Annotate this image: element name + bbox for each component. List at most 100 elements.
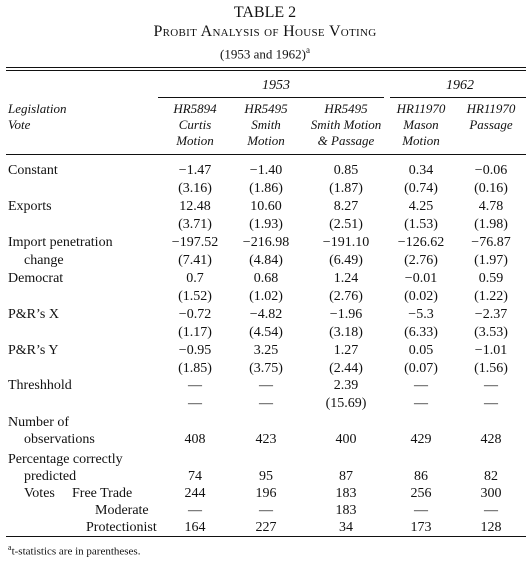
table-cell: −5.3 (408, 307, 434, 322)
group-header-1962: 1962 (446, 78, 474, 93)
table-cell: (15.69) (325, 396, 367, 411)
table-cell: (0.74) (404, 181, 438, 196)
table-cell: — (259, 396, 273, 411)
top-rule-second (6, 70, 526, 71)
t-statistic-row: (7.41) (4.84) (6.49) (2.76) (1.97) (0, 252, 530, 269)
percent-correct-label: Percentage correctly (8, 452, 123, 467)
table-cell: −191.10 (322, 235, 370, 250)
table-cell: — (484, 378, 498, 393)
table-cell: (3.53) (474, 325, 508, 340)
observations-label: Number of (8, 415, 70, 430)
coefficient-row: — — 2.39 — — (0, 377, 530, 394)
column-header-line: Motion (247, 133, 285, 148)
table-cell: 400 (335, 432, 357, 447)
table-cell: (1.93) (249, 217, 283, 232)
column-header-line: Passage (469, 117, 513, 132)
t-statistic-row: (3.71) (1.93) (2.51) (1.53) (1.98) (0, 216, 530, 233)
votes-free-trade-row: 244 196 183 256 300 (0, 485, 530, 502)
table-cell: (3.75) (249, 361, 283, 376)
table-cell: −1.01 (474, 343, 508, 358)
table-cell: 34 (339, 520, 353, 535)
coefficient-row: 0.7 0.68 1.24 −0.01 0.59 (0, 270, 530, 287)
votes-moderate-label: Moderate (95, 503, 149, 518)
table-cell: −0.06 (474, 163, 508, 178)
table-cell: (0.07) (404, 361, 438, 376)
table-cell: 408 (184, 432, 206, 447)
coefficient-row: −0.72 −4.82 −1.96 −5.3 −2.37 (0, 306, 530, 323)
table-cell: (1.52) (178, 289, 212, 304)
table-cell: (1.87) (329, 181, 363, 196)
table-cell: 183 (335, 503, 357, 518)
table-cell: — (259, 503, 273, 518)
table-cell: −216.98 (242, 235, 290, 250)
percent-correct-label-continued: predicted (24, 469, 77, 484)
table-cell: −126.62 (397, 235, 445, 250)
t-statistic-row: — — (15.69) — — (0, 395, 530, 412)
bottom-rule (6, 536, 526, 537)
table-cell: 95 (259, 469, 273, 484)
table-cell: −1.47 (178, 163, 212, 178)
table-cell: 4.25 (408, 199, 434, 214)
table-cell: 428 (480, 432, 502, 447)
table-cell: — (188, 396, 202, 411)
column-header: HR5495 Smith Motion & Passage (301, 101, 391, 149)
table-cell: (3.16) (178, 181, 212, 196)
t-statistic-row: (1.17) (4.54) (3.18) (6.33) (3.53) (0, 324, 530, 341)
table-cell: 1.27 (333, 343, 359, 358)
table-cell: (0.02) (404, 289, 438, 304)
table-subtitle: (1953 and 1962)a (220, 45, 310, 62)
votes-protectionist-row: 164 227 34 173 128 (0, 519, 530, 536)
table-cell: — (188, 503, 202, 518)
top-rule (6, 67, 526, 68)
table-cell: 3.25 (253, 343, 279, 358)
table-cell: — (414, 503, 428, 518)
column-header-line: Mason (403, 117, 439, 132)
header-rule (6, 154, 526, 155)
row-label: P&R’s X (8, 307, 59, 322)
stub-header: Legislation Vote (8, 101, 67, 133)
column-header: HR11970 Passage (446, 101, 530, 133)
table-cell: (2.76) (329, 289, 363, 304)
coefficient-row: −197.52 −216.98 −191.10 −126.62 −76.87 (0, 234, 530, 251)
table-cell: 423 (255, 432, 277, 447)
table-cell: 0.85 (333, 163, 359, 178)
table-cell: (3.71) (178, 217, 212, 232)
table-cell: (2.44) (329, 361, 363, 376)
column-header-line: & Passage (317, 133, 375, 148)
table-number: TABLE 2 (233, 4, 297, 21)
table-cell: — (259, 378, 273, 393)
table-cell: −76.87 (471, 235, 511, 250)
table-cell: 183 (335, 486, 357, 501)
table-cell: 0.34 (408, 163, 434, 178)
column-header-line: HR11970 (466, 101, 516, 116)
votes-protectionist-label: Protectionist (86, 520, 157, 535)
row-label: Import penetration (8, 235, 113, 250)
table-cell: 74 (188, 469, 202, 484)
table-cell: (0.16) (474, 181, 508, 196)
percent-correct-row: 74 95 87 86 82 (0, 468, 530, 485)
table-cell: 128 (480, 520, 502, 535)
table-cell: 2.39 (333, 378, 359, 393)
column-header: HR5894 Curtis Motion (150, 101, 240, 149)
table-cell: (1.56) (474, 361, 508, 376)
table-cell: 0.59 (478, 271, 504, 286)
t-statistic-row: (1.52) (1.02) (2.76) (0.02) (1.22) (0, 288, 530, 305)
table-cell: 429 (410, 432, 432, 447)
table-cell: (1.85) (178, 361, 212, 376)
table-cell: (1.97) (474, 253, 508, 268)
column-header-line: HR5495 (324, 101, 368, 116)
row-label: Democrat (8, 271, 64, 286)
table-cell: (1.86) (249, 181, 283, 196)
group-header-1953: 1953 (262, 78, 290, 93)
table-cell: 86 (414, 469, 428, 484)
votes-moderate-row: — — 183 — — (0, 502, 530, 519)
column-header: HR5495 Smith Motion (221, 101, 311, 149)
table-cell: −197.52 (171, 235, 219, 250)
table-cell: 227 (255, 520, 277, 535)
table-cell: 0.68 (253, 271, 279, 286)
table-cell: 10.60 (250, 199, 282, 214)
table-cell: (4.84) (249, 253, 283, 268)
group-rule-1962 (390, 97, 526, 98)
table-cell: 196 (255, 486, 277, 501)
table-cell: 8.27 (333, 199, 359, 214)
